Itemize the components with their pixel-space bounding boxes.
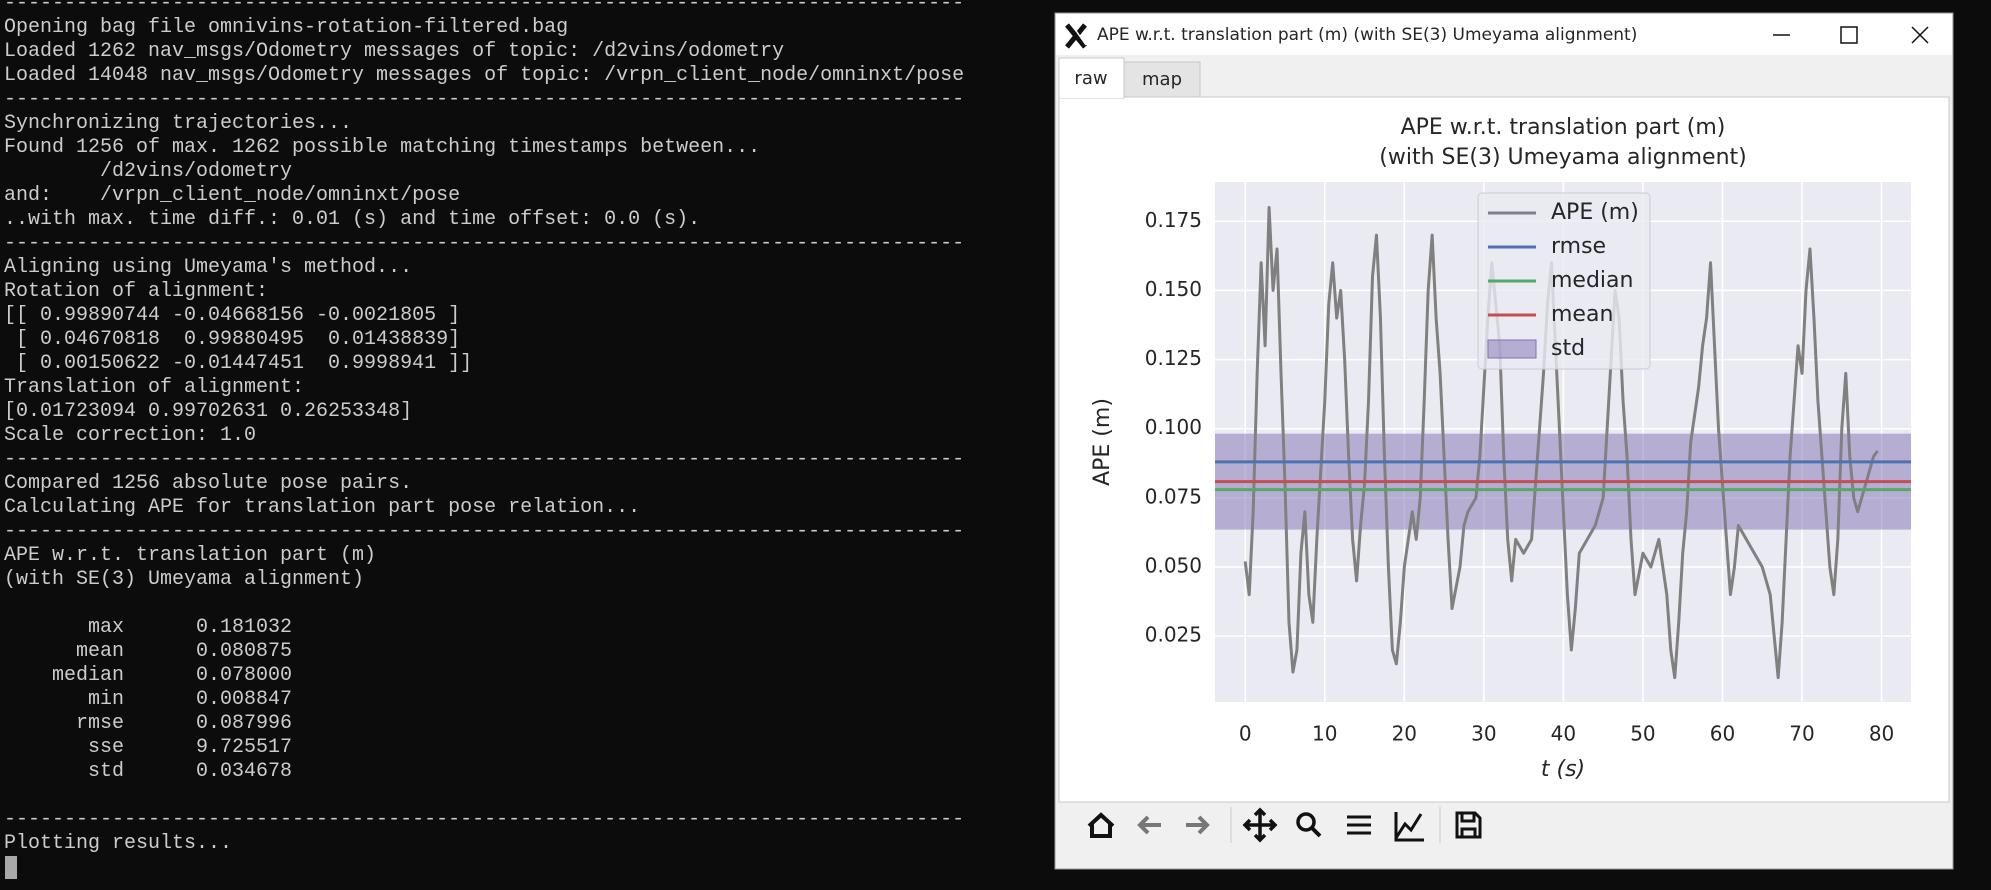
legend-label: APE (m) xyxy=(1551,200,1639,225)
legend: APE (m) rmse median mean std xyxy=(1477,192,1651,370)
terminal-line: /d2vins/odometry xyxy=(4,160,293,183)
stats-table: max 0.181032 mean 0.080875 median 0.078000 min… xyxy=(4,616,964,784)
stats-row: rmse 0.087996 xyxy=(4,712,964,736)
back-button[interactable] xyxy=(1137,815,1161,835)
x-tick-label: 0 xyxy=(1239,722,1252,746)
close-button[interactable] xyxy=(1911,26,1929,44)
separator-line: ----------------------------------------… xyxy=(4,232,965,255)
stat-name: rmse xyxy=(76,712,125,735)
y-tick-label: 0.150 xyxy=(1145,277,1202,301)
zoom-button[interactable] xyxy=(1296,812,1322,838)
forward-button[interactable] xyxy=(1186,815,1210,835)
terminal-line: Scale correction: 1.0 xyxy=(4,424,257,447)
separator-line: ----------------------------------------… xyxy=(4,808,965,831)
toolbar xyxy=(1087,807,1482,843)
terminal: ----------------------------------------… xyxy=(4,0,964,879)
terminal-line: ..with max. time diff.: 0.01 (s) and tim… xyxy=(4,208,701,231)
separator-line: ----------------------------------------… xyxy=(4,0,965,15)
stats-row: std 0.034678 xyxy=(4,760,964,784)
y-axis-label: APE (m) xyxy=(1090,398,1115,486)
tab-label[interactable]: map xyxy=(1142,69,1182,90)
terminal-line: (with SE(3) Umeyama alignment) xyxy=(4,568,365,591)
chart-title: (with SE(3) Umeyama alignment) xyxy=(1379,145,1746,170)
legend-label: rmse xyxy=(1551,234,1606,259)
legend-label: median xyxy=(1551,268,1633,293)
cursor xyxy=(5,856,17,879)
legend-label: mean xyxy=(1551,302,1613,327)
y-tick-label: 0.125 xyxy=(1145,346,1202,370)
terminal-line: Opening bag file omnivins-rotation-filte… xyxy=(4,16,569,39)
terminal-line: Synchronizing trajectories... xyxy=(4,112,353,135)
x-axis-label: t (s) xyxy=(1541,757,1585,782)
stat-name: median xyxy=(52,664,125,687)
terminal-line: [ 0.00150622 -0.01447451 0.9998941 ]] xyxy=(4,352,473,375)
y-tick-label: 0.050 xyxy=(1145,554,1202,578)
x-tick-label: 30 xyxy=(1471,722,1496,746)
terminal-line: Compared 1256 absolute pose pairs. xyxy=(4,472,413,495)
chart-title: APE w.r.t. translation part (m) xyxy=(1401,115,1726,140)
app-icon xyxy=(1065,23,1087,49)
stat-value: 0.087996 xyxy=(196,712,293,735)
separator-line: ----------------------------------------… xyxy=(4,448,965,471)
y-tick-label: 0.175 xyxy=(1145,208,1202,232)
x-tick-label: 20 xyxy=(1392,722,1417,746)
terminal-line: [0.01723094 0.99702631 0.26253348] xyxy=(4,400,413,423)
stat-name: sse xyxy=(88,736,125,759)
home-button[interactable] xyxy=(1087,812,1115,838)
stat-value: 0.078000 xyxy=(196,664,293,687)
stat-value: 0.181032 xyxy=(196,616,293,639)
y-tick-label: 0.075 xyxy=(1145,484,1202,508)
legend-frame xyxy=(1477,192,1651,370)
terminal-line: Calculating APE for translation part pos… xyxy=(4,496,641,519)
separator-line: ----------------------------------------… xyxy=(4,520,965,543)
separator-line: ----------------------------------------… xyxy=(4,88,965,111)
stats-row: median 0.078000 xyxy=(4,664,964,688)
tab[interactable] xyxy=(1123,61,1201,98)
x-tick-label: 50 xyxy=(1630,722,1655,746)
stat-value: 0.008847 xyxy=(196,688,293,711)
stats-row: max 0.181032 xyxy=(4,616,964,640)
stats-row: mean 0.080875 xyxy=(4,640,964,664)
stat-value: 9.725517 xyxy=(196,736,293,759)
terminal-line: APE w.r.t. translation part (m) xyxy=(4,544,377,567)
terminal-line: and: /vrpn_client_node/omninxt/pose xyxy=(4,184,461,207)
terminal-line: Plotting results... xyxy=(4,832,233,855)
configure-button[interactable] xyxy=(1347,815,1371,835)
pan-button[interactable] xyxy=(1242,807,1278,843)
x-tick-label: 40 xyxy=(1551,722,1576,746)
y-tick-label: 0.025 xyxy=(1145,623,1202,647)
stat-name: mean xyxy=(76,640,125,663)
stat-value: 0.080875 xyxy=(196,640,293,663)
stat-name: max xyxy=(88,616,125,639)
legend-label: std xyxy=(1551,336,1585,361)
y-tick-label: 0.100 xyxy=(1145,415,1202,439)
maximize-button[interactable] xyxy=(1840,26,1858,44)
x-tick-label: 70 xyxy=(1789,722,1814,746)
terminal-line: [[ 0.99890744 -0.04668156 -0.0021805 ] xyxy=(4,304,461,327)
x-tick-label: 10 xyxy=(1312,722,1337,746)
stat-name: std xyxy=(88,760,125,783)
terminal-line: Found 1256 of max. 1262 possible matchin… xyxy=(4,136,761,159)
terminal-line: Translation of alignment: xyxy=(4,376,305,399)
terminal-line: [ 0.04670818 0.99880495 0.01438839] xyxy=(4,328,461,351)
terminal-line: Rotation of alignment: xyxy=(4,280,269,303)
stat-value: 0.034678 xyxy=(196,760,293,783)
x-tick-label: 80 xyxy=(1869,722,1894,746)
title-bar xyxy=(1056,14,1952,55)
terminal-line: Loaded 14048 nav_msgs/Odometry messages … xyxy=(4,64,965,87)
terminal-line: Aligning using Umeyama's method... xyxy=(4,256,413,279)
window-title: APE w.r.t. translation part (m) (with SE… xyxy=(1097,25,1637,45)
tab-label[interactable]: raw xyxy=(1074,68,1107,89)
stats-row: min 0.008847 xyxy=(4,688,964,712)
legend-swatch xyxy=(1487,339,1537,359)
edit-axes-button[interactable] xyxy=(1394,812,1424,842)
save-button[interactable] xyxy=(1455,811,1482,839)
x-tick-label: 60 xyxy=(1710,722,1735,746)
terminal-line: Loaded 1262 nav_msgs/Odometry messages o… xyxy=(4,40,785,63)
stat-name: min xyxy=(88,688,125,711)
stats-row: sse 9.725517 xyxy=(4,736,964,760)
